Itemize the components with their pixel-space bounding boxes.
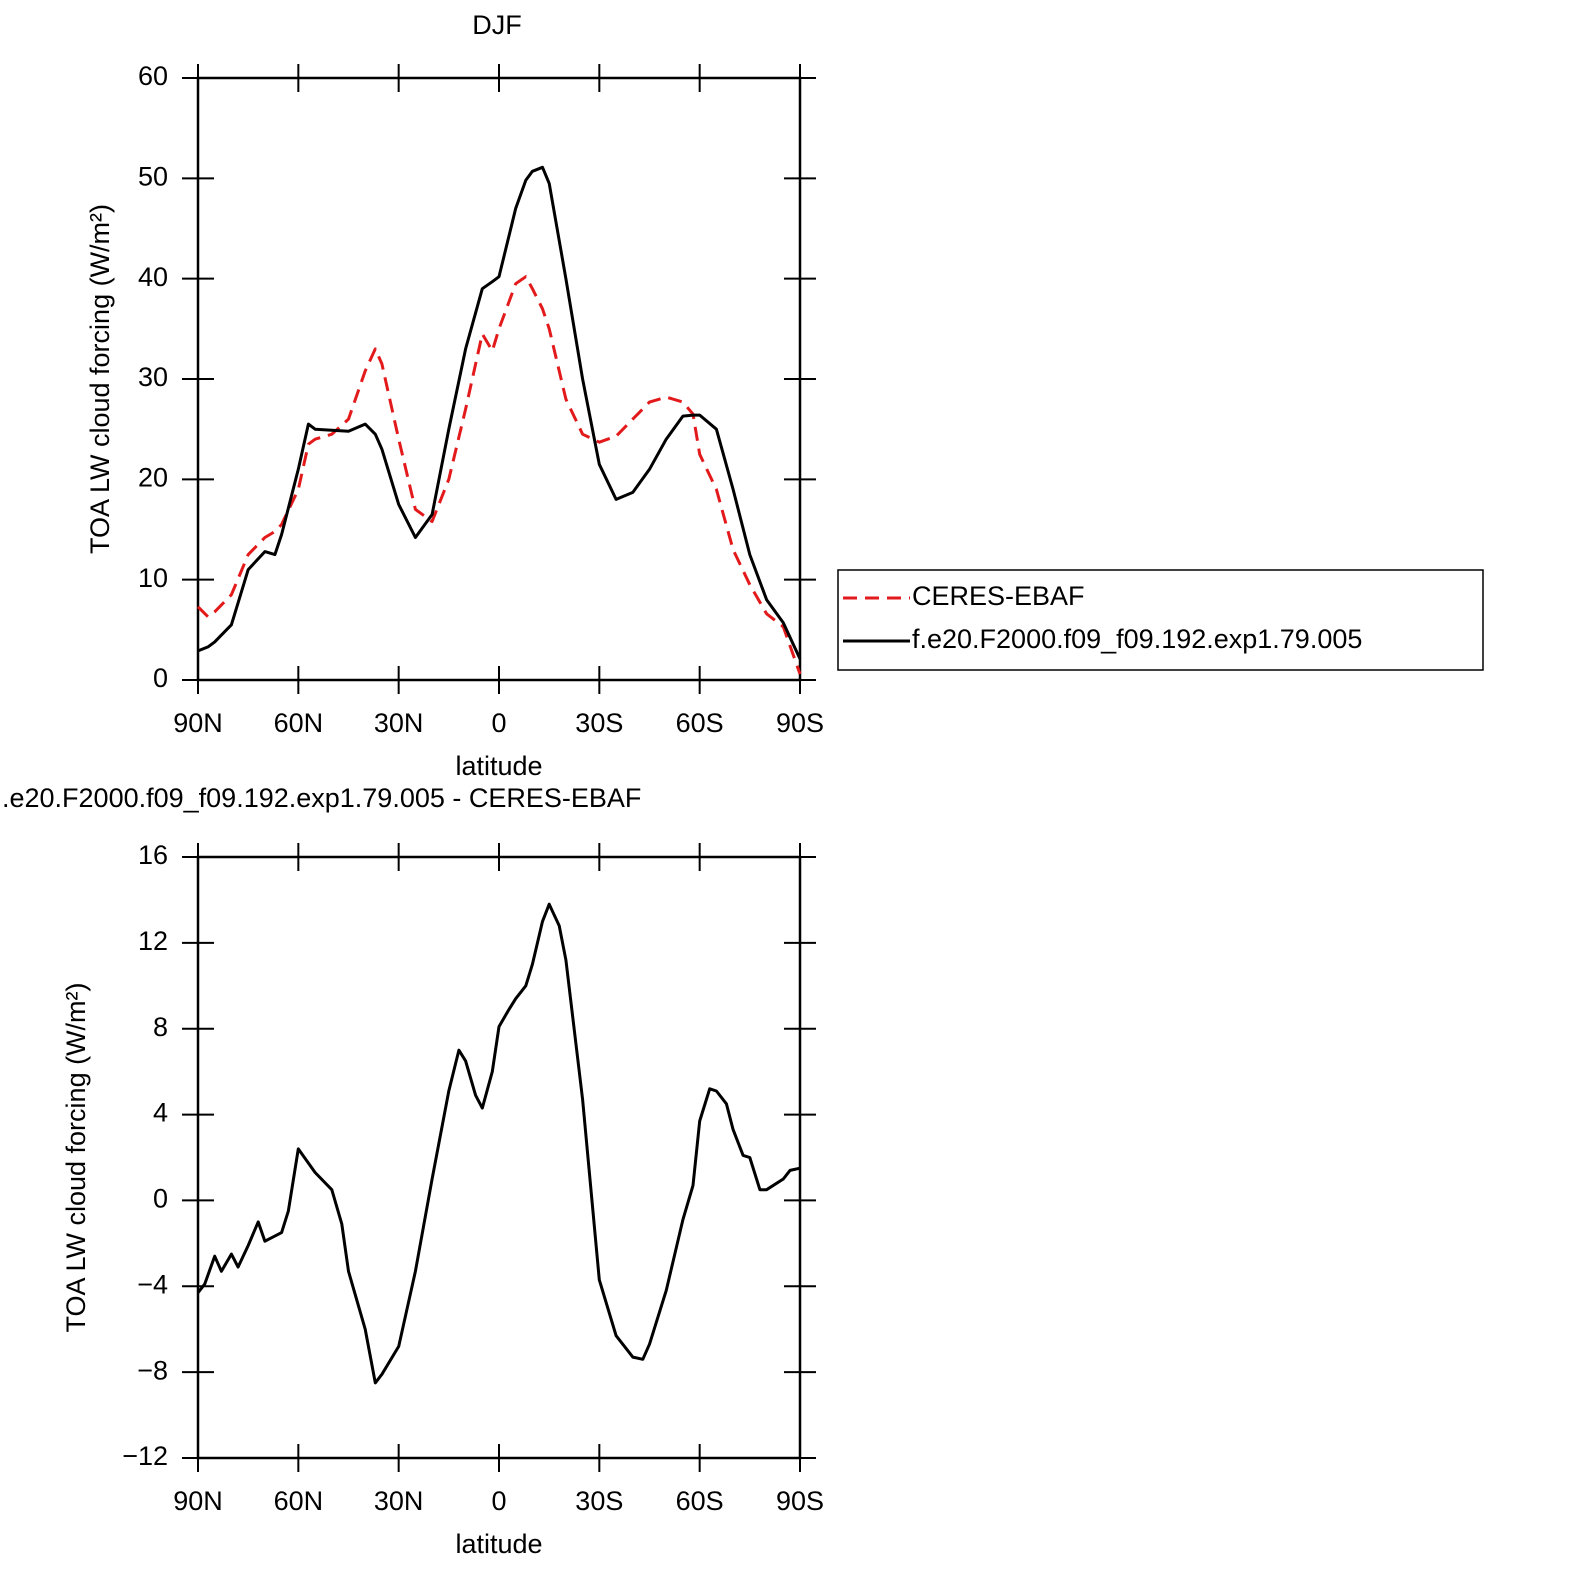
x-axis-label: latitude	[455, 1529, 542, 1559]
x-tick-label: 30N	[374, 1486, 424, 1516]
y-tick-label: 40	[138, 262, 168, 292]
y-axis-label: TOA LW cloud forcing (W/m²)	[85, 204, 115, 554]
legend-label: CERES-EBAF	[912, 581, 1085, 611]
y-axis-label: TOA LW cloud forcing (W/m²)	[61, 982, 91, 1332]
x-tick-label: 90N	[173, 708, 223, 738]
data-line	[196, 275, 802, 675]
x-tick-label: 60N	[274, 708, 324, 738]
y-tick-label: 8	[153, 1012, 168, 1042]
plot-frame	[196, 855, 802, 1460]
chart-title: .e20.F2000.f09_f09.192.exp1.79.005 - CER…	[2, 783, 641, 813]
x-tick-label: 30S	[575, 708, 623, 738]
y-tick-label: 50	[138, 161, 168, 191]
y-tick-label: 20	[138, 462, 168, 492]
x-tick-label: 0	[491, 708, 506, 738]
y-tick-label: −4	[137, 1269, 168, 1299]
x-tick-label: 90N	[173, 1486, 223, 1516]
y-tick-label: 16	[138, 840, 168, 870]
y-tick-label: −8	[137, 1355, 168, 1385]
y-tick-label: 4	[153, 1098, 168, 1128]
y-tick-label: 60	[138, 61, 168, 91]
y-tick-label: 12	[138, 926, 168, 956]
x-tick-label: 30S	[575, 1486, 623, 1516]
x-tick-label: 0	[491, 1486, 506, 1516]
x-tick-label: 90S	[776, 708, 824, 738]
x-tick-label: 60S	[676, 1486, 724, 1516]
x-tick-label: 90S	[776, 1486, 824, 1516]
y-tick-label: 0	[153, 663, 168, 693]
y-tick-label: 30	[138, 362, 168, 392]
data-line	[197, 165, 802, 660]
data-line	[196, 902, 801, 1385]
plot-frame	[196, 76, 802, 682]
y-tick-label: 0	[153, 1184, 168, 1214]
x-tick-label: 60S	[676, 708, 724, 738]
legend-label: f.e20.F2000.f09_f09.192.exp1.79.005	[912, 624, 1362, 654]
legend-box	[837, 569, 1484, 671]
y-tick-label: 10	[138, 563, 168, 593]
x-tick-label: 60N	[274, 1486, 324, 1516]
x-tick-label: 30N	[374, 708, 424, 738]
y-tick-label: −12	[122, 1441, 168, 1471]
chart-title: DJF	[472, 10, 522, 40]
x-axis-label: latitude	[455, 751, 542, 781]
